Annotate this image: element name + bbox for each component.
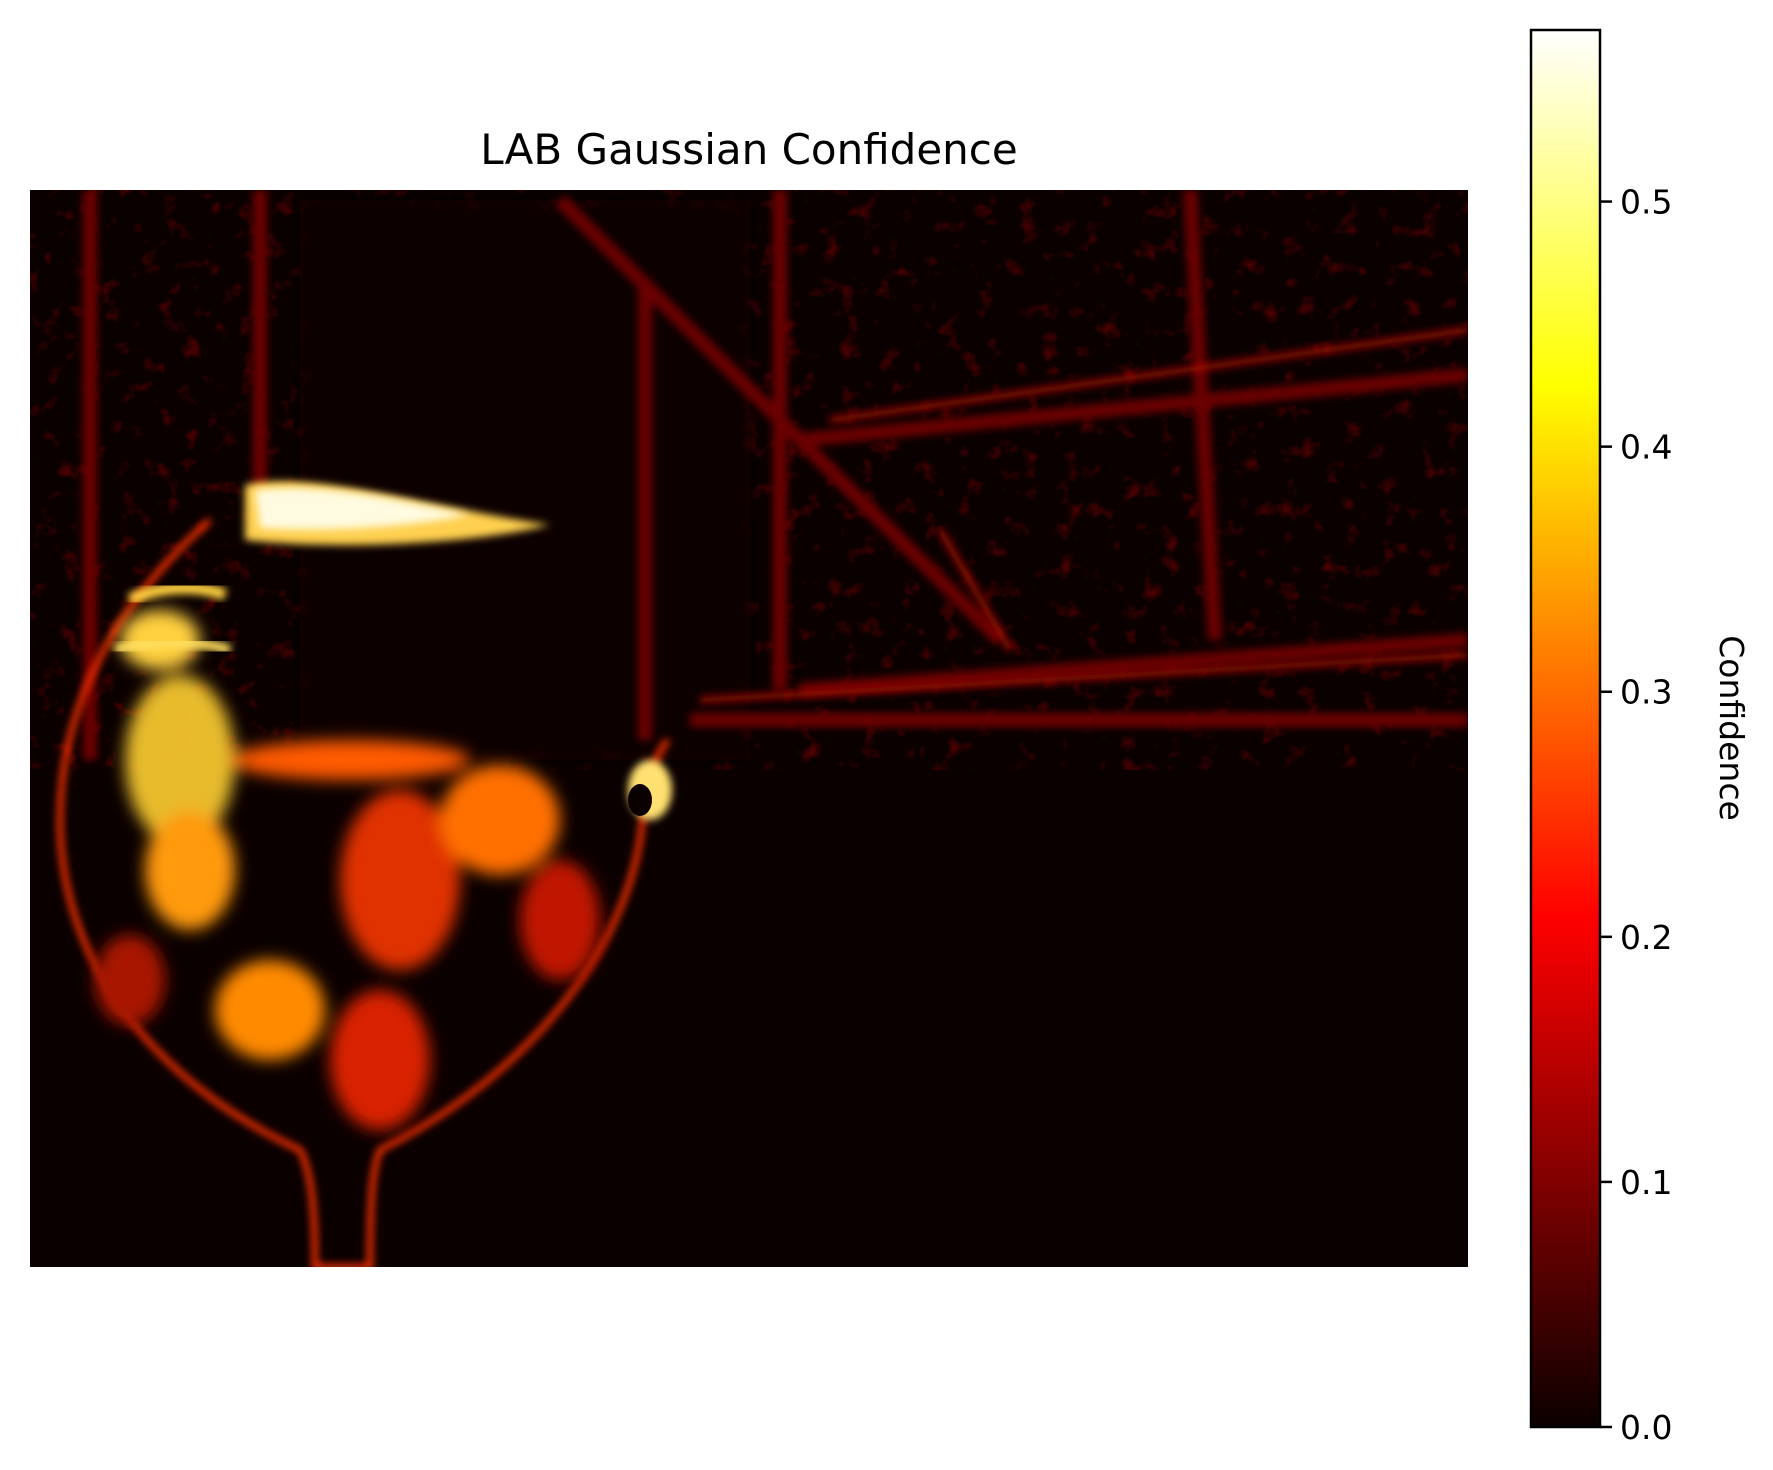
colorbar-tick-label: 0.3 <box>1620 673 1672 712</box>
colorbar-ticks: 0.0 0.1 0.2 0.3 0.4 0.5 <box>1600 183 1672 1447</box>
colorbar-gradient <box>1529 28 1602 1429</box>
colorbar-label: Confidence <box>1712 635 1751 821</box>
colorbar-tick-label: 0.4 <box>1620 428 1672 467</box>
heatmap-image <box>30 190 1468 1267</box>
colorbar-tick-label: 0.1 <box>1620 1163 1672 1202</box>
colorbar-tick-label: 0.0 <box>1620 1408 1672 1447</box>
colorbar: 0.0 0.1 0.2 0.3 0.4 0.5 Confidence <box>1529 28 1751 1447</box>
chart-title: LAB Gaussian Confidence <box>480 125 1017 174</box>
colorbar-tick-label: 0.2 <box>1620 918 1672 957</box>
colorbar-tick-label: 0.5 <box>1620 183 1672 222</box>
